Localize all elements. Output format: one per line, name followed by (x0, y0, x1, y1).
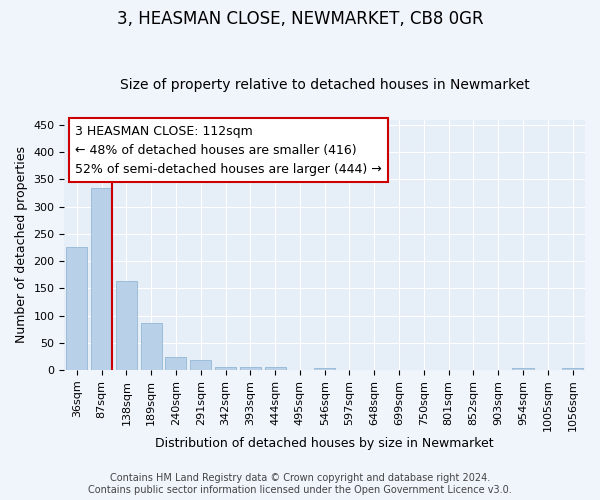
Bar (190, 360, 211, 370)
Bar (562, 368, 583, 370)
Text: 3 HEASMAN CLOSE: 112sqm
← 48% of detached houses are smaller (416)
52% of semi-d: 3 HEASMAN CLOSE: 112sqm ← 48% of detache… (75, 124, 382, 176)
Bar (66, 247, 88, 370)
Text: 3, HEASMAN CLOSE, NEWMARKET, CB8 0GR: 3, HEASMAN CLOSE, NEWMARKET, CB8 0GR (116, 10, 484, 28)
Bar (166, 358, 187, 370)
Bar (91, 188, 112, 370)
Y-axis label: Number of detached properties: Number of detached properties (15, 146, 28, 344)
Bar (215, 366, 236, 370)
Bar (265, 366, 286, 370)
Bar (240, 368, 261, 370)
X-axis label: Distribution of detached houses by size in Newmarket: Distribution of detached houses by size … (155, 437, 494, 450)
Title: Size of property relative to detached houses in Newmarket: Size of property relative to detached ho… (120, 78, 530, 92)
Bar (116, 281, 137, 370)
Bar (314, 368, 335, 370)
Text: Contains HM Land Registry data © Crown copyright and database right 2024.
Contai: Contains HM Land Registry data © Crown c… (88, 474, 512, 495)
Bar (512, 368, 533, 370)
Bar (140, 322, 162, 370)
